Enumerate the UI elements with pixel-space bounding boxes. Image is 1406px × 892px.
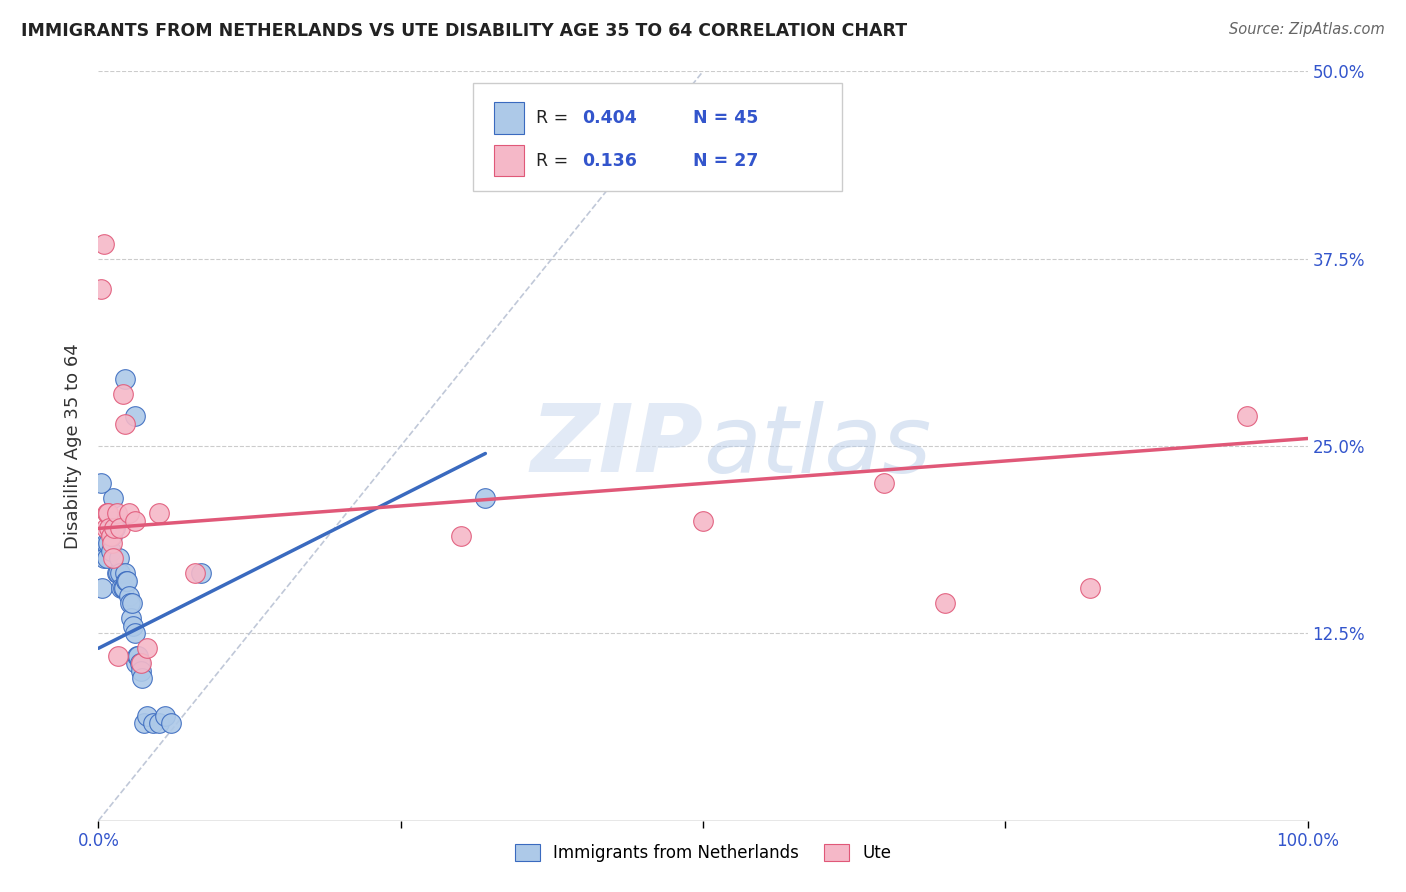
Ute	[111, 386, 134, 401]
Immigrants from Netherlands	[127, 648, 149, 663]
Immigrants from Netherlands	[122, 619, 145, 633]
Text: IMMIGRANTS FROM NETHERLANDS VS UTE DISABILITY AGE 35 TO 64 CORRELATION CHART: IMMIGRANTS FROM NETHERLANDS VS UTE DISAB…	[21, 22, 907, 40]
Immigrants from Netherlands	[107, 566, 129, 581]
Ute	[873, 476, 896, 491]
Ute	[114, 417, 136, 431]
Ute	[1236, 409, 1258, 423]
Immigrants from Netherlands	[124, 409, 146, 423]
Immigrants from Netherlands	[124, 626, 146, 640]
Text: atlas: atlas	[703, 401, 931, 491]
Immigrants from Netherlands	[117, 574, 139, 588]
Immigrants from Netherlands	[114, 371, 136, 385]
Ute	[101, 551, 124, 566]
Text: R =: R =	[536, 152, 579, 169]
Immigrants from Netherlands	[97, 536, 120, 550]
Immigrants from Netherlands	[129, 664, 152, 678]
Ute	[692, 514, 714, 528]
Immigrants from Netherlands	[115, 574, 138, 588]
Y-axis label: Disability Age 35 to 64: Disability Age 35 to 64	[65, 343, 83, 549]
Immigrants from Netherlands	[93, 551, 115, 566]
Text: ZIP: ZIP	[530, 400, 703, 492]
Immigrants from Netherlands	[108, 551, 131, 566]
Immigrants from Netherlands	[135, 708, 157, 723]
Immigrants from Netherlands	[121, 596, 143, 610]
Text: N = 45: N = 45	[693, 109, 759, 127]
Immigrants from Netherlands	[100, 529, 122, 543]
Ute	[108, 521, 131, 535]
Ute	[450, 529, 472, 543]
Immigrants from Netherlands	[118, 596, 141, 610]
Ute	[135, 641, 157, 656]
Ute	[107, 648, 129, 663]
Text: N = 27: N = 27	[693, 152, 759, 169]
Ute	[100, 529, 122, 543]
Immigrants from Netherlands	[153, 708, 176, 723]
Text: Source: ZipAtlas.com: Source: ZipAtlas.com	[1229, 22, 1385, 37]
Immigrants from Netherlands	[108, 566, 131, 581]
Immigrants from Netherlands	[190, 566, 212, 581]
Immigrants from Netherlands	[114, 566, 136, 581]
FancyBboxPatch shape	[474, 83, 842, 191]
Ute	[124, 514, 146, 528]
Legend: Immigrants from Netherlands, Ute: Immigrants from Netherlands, Ute	[508, 837, 898, 869]
Ute	[90, 282, 112, 296]
FancyBboxPatch shape	[494, 102, 524, 134]
Text: 0.136: 0.136	[582, 152, 637, 169]
Immigrants from Netherlands	[160, 716, 183, 731]
Immigrants from Netherlands	[110, 582, 132, 596]
Ute	[148, 507, 170, 521]
Immigrants from Netherlands	[127, 648, 149, 663]
Ute	[100, 536, 122, 550]
Immigrants from Netherlands	[90, 476, 112, 491]
Ute	[97, 507, 120, 521]
Immigrants from Netherlands	[94, 536, 117, 550]
Immigrants from Netherlands	[111, 582, 134, 596]
Immigrants from Netherlands	[112, 582, 135, 596]
Immigrants from Netherlands	[118, 589, 141, 603]
Ute	[934, 596, 956, 610]
Immigrants from Netherlands	[128, 657, 150, 671]
Ute	[105, 507, 128, 521]
Immigrants from Netherlands	[142, 716, 165, 731]
Immigrants from Netherlands	[103, 514, 125, 528]
Immigrants from Netherlands	[131, 671, 153, 685]
Text: R =: R =	[536, 109, 574, 127]
Immigrants from Netherlands	[474, 491, 496, 506]
Ute	[94, 521, 117, 535]
Immigrants from Netherlands	[125, 657, 148, 671]
Ute	[98, 521, 121, 535]
Immigrants from Netherlands	[91, 582, 114, 596]
Immigrants from Netherlands	[91, 544, 114, 558]
Immigrants from Netherlands	[96, 551, 118, 566]
Ute	[103, 521, 125, 535]
Text: 0.404: 0.404	[582, 109, 637, 127]
Ute	[96, 507, 118, 521]
Ute	[1078, 582, 1101, 596]
Immigrants from Netherlands	[98, 521, 121, 535]
Immigrants from Netherlands	[104, 521, 127, 535]
Immigrants from Netherlands	[101, 491, 124, 506]
Immigrants from Netherlands	[134, 716, 156, 731]
Ute	[93, 236, 115, 251]
Ute	[184, 566, 207, 581]
Ute	[129, 657, 152, 671]
Ute	[118, 507, 141, 521]
Immigrants from Netherlands	[120, 611, 142, 625]
Immigrants from Netherlands	[105, 566, 128, 581]
Immigrants from Netherlands	[148, 716, 170, 731]
Immigrants from Netherlands	[100, 544, 122, 558]
FancyBboxPatch shape	[494, 145, 524, 177]
